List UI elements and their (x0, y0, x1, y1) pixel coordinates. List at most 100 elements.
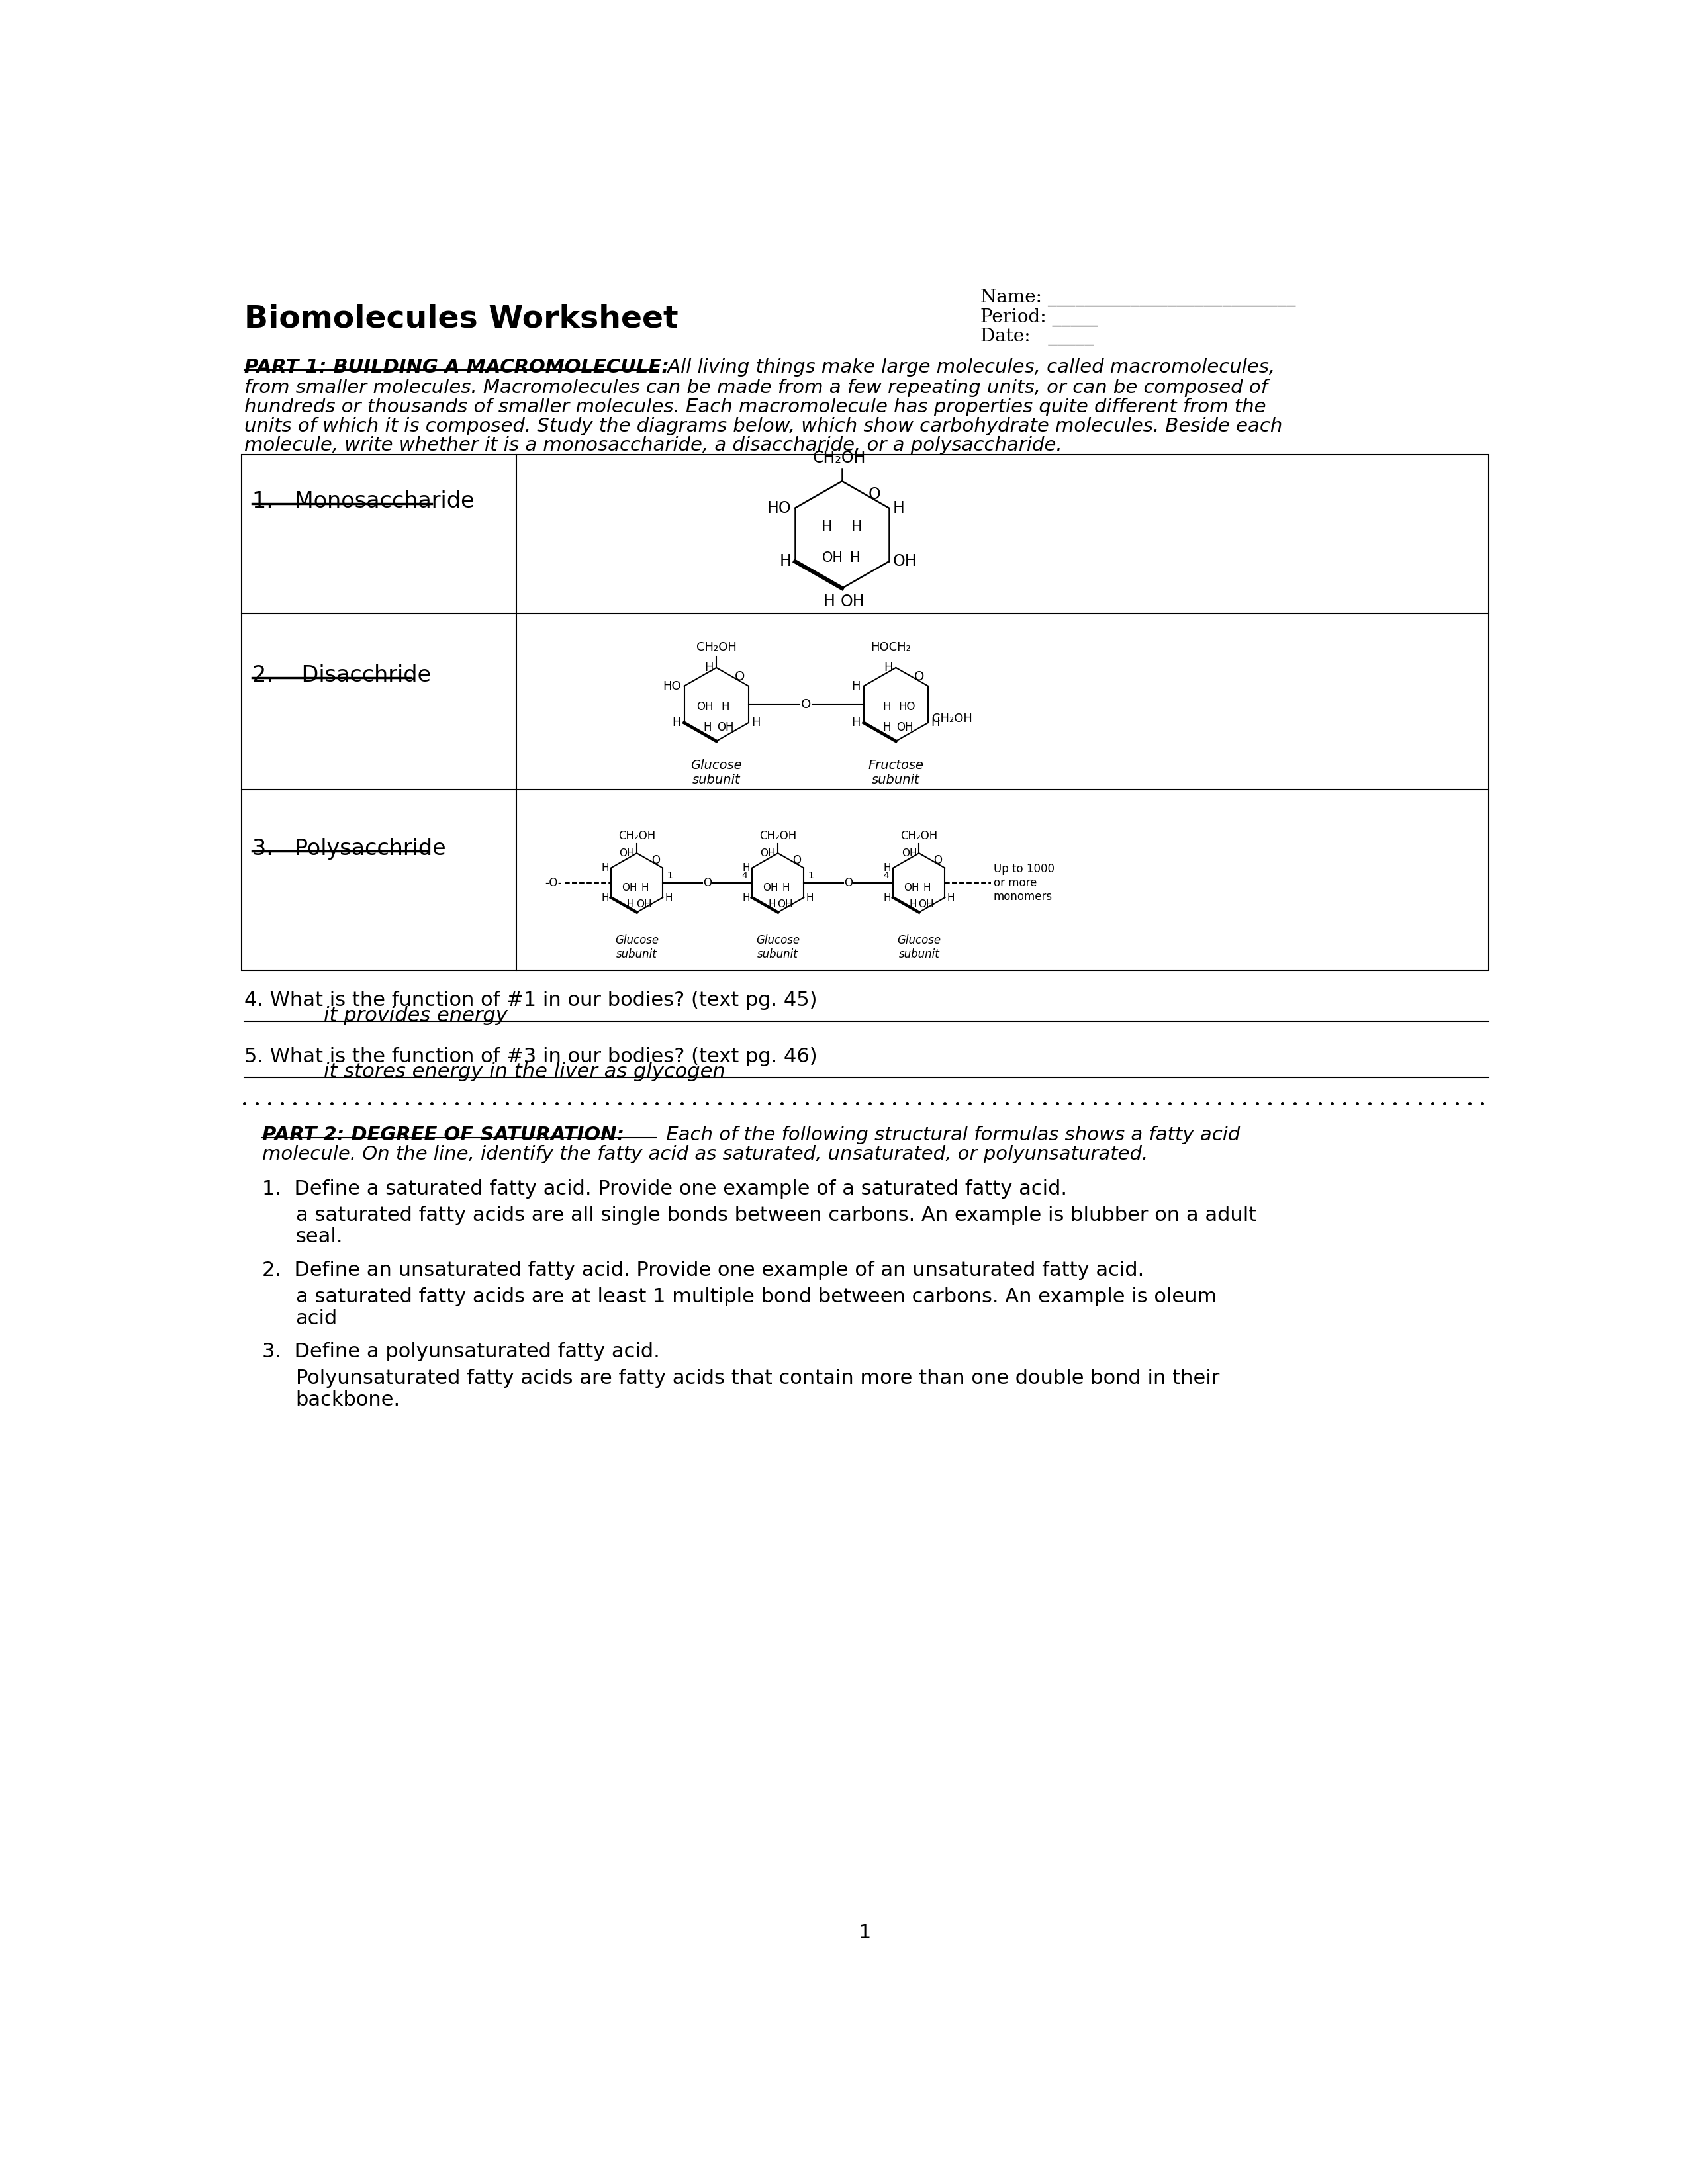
Text: H: H (883, 893, 891, 902)
Text: H: H (751, 716, 761, 729)
Text: a saturated fatty acids are all single bonds between carbons. An example is blub: a saturated fatty acids are all single b… (295, 1206, 1256, 1225)
Text: 4: 4 (743, 871, 748, 880)
Text: 1: 1 (809, 871, 814, 880)
Text: OH: OH (841, 594, 864, 609)
Text: H: H (704, 662, 714, 673)
Text: H: H (883, 863, 891, 874)
Text: OH: OH (893, 553, 917, 570)
Text: H: H (947, 893, 954, 902)
Text: O: O (868, 487, 881, 502)
Text: Each of the following structural formulas shows a fatty acid: Each of the following structural formula… (660, 1127, 1241, 1144)
Text: O: O (913, 670, 923, 684)
Text: it stores energy in the liver as glycogen: it stores energy in the liver as glycoge… (324, 1061, 726, 1081)
Text: Date:   _____: Date: _____ (981, 328, 1094, 345)
Text: CH₂OH: CH₂OH (618, 830, 655, 843)
Text: H: H (824, 594, 836, 609)
Text: 4: 4 (883, 871, 890, 880)
Text: OH: OH (636, 900, 652, 909)
Text: H: H (883, 701, 891, 712)
Text: OH: OH (896, 721, 913, 734)
Text: 1: 1 (859, 1924, 871, 1942)
Text: O: O (802, 699, 812, 710)
Text: OH: OH (822, 550, 844, 563)
Text: acid: acid (295, 1308, 338, 1328)
Text: H: H (820, 520, 832, 533)
Text: H: H (626, 900, 635, 909)
Text: H: H (768, 900, 775, 909)
Text: H: H (883, 721, 891, 734)
Text: OH: OH (717, 721, 734, 734)
Text: HO: HO (898, 701, 915, 712)
Text: 5. What is the function of #3 in our bodies? (text pg. 46): 5. What is the function of #3 in our bod… (245, 1046, 817, 1066)
Text: CH₂OH: CH₂OH (900, 830, 937, 843)
Text: it provides energy: it provides energy (324, 1007, 508, 1024)
Text: from smaller molecules. Macromolecules can be made from a few repeating units, o: from smaller molecules. Macromolecules c… (245, 378, 1268, 397)
Text: H: H (702, 721, 711, 734)
Text: O: O (933, 854, 942, 867)
Text: molecule, write whether it is a monosaccharide, a disaccharide, or a polysacchar: molecule, write whether it is a monosacc… (245, 437, 1062, 454)
Text: O: O (844, 876, 852, 889)
Text: 1: 1 (667, 871, 674, 880)
Text: CH₂OH: CH₂OH (932, 712, 972, 725)
Text: molecule. On the line, identify the fatty acid as saturated, unsaturated, or pol: molecule. On the line, identify the fatt… (262, 1144, 1148, 1164)
Text: CH₂OH: CH₂OH (814, 450, 866, 465)
Text: Fructose
subunit: Fructose subunit (868, 760, 923, 786)
Text: 3.  Define a polyunsaturated fatty acid.: 3. Define a polyunsaturated fatty acid. (262, 1343, 660, 1361)
Text: H: H (852, 716, 861, 729)
Text: H: H (743, 893, 749, 902)
Text: Glucose
subunit: Glucose subunit (896, 935, 940, 961)
Text: Biomolecules Worksheet: Biomolecules Worksheet (245, 304, 679, 334)
Text: hundreds or thousands of smaller molecules. Each macromolecule has properties qu: hundreds or thousands of smaller molecul… (245, 397, 1266, 417)
Text: 4. What is the function of #1 in our bodies? (text pg. 45): 4. What is the function of #1 in our bod… (245, 992, 817, 1009)
Text: O: O (792, 854, 802, 867)
Text: H: H (849, 550, 859, 563)
Text: OH: OH (918, 900, 933, 909)
Text: OH: OH (903, 882, 918, 893)
Text: OH: OH (621, 882, 636, 893)
Text: O: O (652, 854, 660, 867)
Text: OH: OH (901, 847, 917, 858)
Text: H: H (672, 716, 682, 729)
Text: OH: OH (776, 900, 793, 909)
Text: 1.  Define a saturated fatty acid. Provide one example of a saturated fatty acid: 1. Define a saturated fatty acid. Provid… (262, 1179, 1067, 1199)
Text: backbone.: backbone. (295, 1391, 400, 1409)
Text: H: H (852, 679, 861, 692)
Text: Up to 1000
or more
monomers: Up to 1000 or more monomers (994, 863, 1055, 902)
Text: PART 2: DEGREE OF SATURATION:: PART 2: DEGREE OF SATURATION: (262, 1127, 625, 1144)
Text: H: H (910, 900, 917, 909)
Text: H: H (721, 701, 729, 712)
Text: H: H (601, 893, 609, 902)
Text: H: H (743, 863, 749, 874)
Text: 2.  Define an unsaturated fatty acid. Provide one example of an unsaturated fatt: 2. Define an unsaturated fatty acid. Pro… (262, 1260, 1144, 1280)
Text: Polyunsaturated fatty acids are fatty acids that contain more than one double bo: Polyunsaturated fatty acids are fatty ac… (295, 1369, 1219, 1389)
Text: OH: OH (763, 882, 778, 893)
Text: OH: OH (760, 847, 776, 858)
Text: Glucose
subunit: Glucose subunit (756, 935, 800, 961)
Text: H: H (780, 553, 792, 570)
Text: Glucose
subunit: Glucose subunit (614, 935, 658, 961)
Text: O: O (702, 876, 712, 889)
Text: seal.: seal. (295, 1227, 343, 1247)
Text: a saturated fatty acids are at least 1 multiple bond between carbons. An example: a saturated fatty acids are at least 1 m… (295, 1286, 1217, 1306)
Text: H: H (932, 716, 940, 729)
Text: H: H (885, 662, 893, 673)
Text: Period: _____: Period: _____ (981, 308, 1099, 325)
Text: Name: ___________________________: Name: ___________________________ (981, 288, 1296, 306)
Text: HO: HO (663, 679, 682, 692)
Text: O: O (734, 670, 744, 684)
Text: 1.   Monosaccharide: 1. Monosaccharide (252, 491, 474, 513)
Text: H: H (782, 882, 790, 893)
Text: PART 1: BUILDING A MACROMOLECULE:: PART 1: BUILDING A MACROMOLECULE: (245, 358, 668, 376)
Text: units of which it is composed. Study the diagrams below, which show carbohydrate: units of which it is composed. Study the… (245, 417, 1283, 435)
Text: 3.   Polysacchride: 3. Polysacchride (252, 839, 446, 860)
Text: H: H (893, 500, 905, 515)
Text: HOCH₂: HOCH₂ (871, 642, 912, 653)
Text: 2.    Disacchride: 2. Disacchride (252, 664, 430, 686)
Text: -O-: -O- (545, 876, 562, 889)
Text: H: H (665, 893, 672, 902)
Text: H: H (601, 863, 609, 874)
Text: All living things make large molecules, called macromolecules,: All living things make large molecules, … (662, 358, 1274, 376)
Text: H: H (641, 882, 648, 893)
Text: H: H (851, 520, 863, 533)
Text: H: H (923, 882, 932, 893)
